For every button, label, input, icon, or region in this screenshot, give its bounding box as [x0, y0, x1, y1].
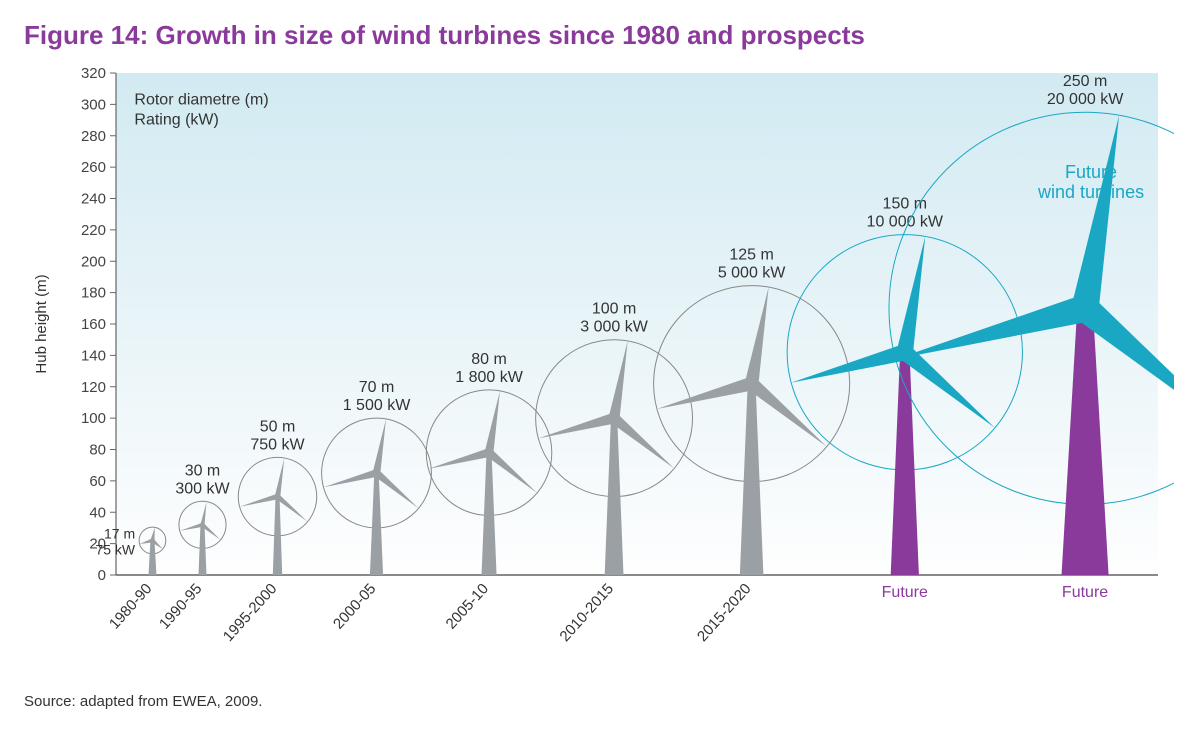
y-tick-label: 320: [81, 65, 106, 82]
turbine-diameter-label: 150 m: [883, 196, 927, 213]
y-tick-label: 220: [81, 222, 106, 239]
turbine-rating-label: 750 kW: [250, 436, 305, 453]
y-tick-label: 280: [81, 128, 106, 145]
y-tick-label: 80: [89, 442, 106, 459]
turbine-diameter-label: 50 m: [260, 418, 296, 435]
turbine-rating-label: 3 000 kW: [580, 319, 648, 336]
turbine-rating-label: 1 500 kW: [343, 397, 411, 414]
y-tick-label: 100: [81, 410, 106, 427]
y-axis-label: Hub height (m): [33, 274, 50, 373]
future-annotation: Future: [1065, 162, 1117, 182]
future-annotation: wind turbines: [1037, 182, 1144, 202]
y-tick-label: 240: [81, 191, 106, 208]
y-tick-label: 0: [98, 567, 106, 584]
turbine-hub: [373, 470, 380, 477]
turbine-rating-label: 5 000 kW: [718, 265, 786, 282]
x-tick-label: Future: [1062, 584, 1108, 601]
turbine-hub: [200, 522, 205, 527]
y-tick-label: 140: [81, 347, 106, 364]
y-tick-label: 60: [89, 473, 106, 490]
x-tick-label: Future: [882, 584, 928, 601]
turbine-hub: [275, 494, 280, 499]
turbine-rating-label: 1 800 kW: [455, 369, 523, 386]
turbine-hub: [150, 538, 155, 543]
turbine-rating-label: 75 kW: [95, 541, 135, 557]
turbine-diameter-label: 80 m: [471, 351, 507, 368]
turbine-diameter-label: 70 m: [359, 379, 395, 396]
turbine-diameter-label: 250 m: [1063, 73, 1107, 90]
turbine-hub: [609, 413, 618, 422]
turbine-hub: [746, 378, 758, 390]
x-tick-label: 1990-95: [156, 580, 205, 632]
y-tick-label: 260: [81, 159, 106, 176]
turbine-diameter-label: 125 m: [729, 247, 773, 264]
turbine-rating-label: 300 kW: [175, 480, 230, 497]
turbine-hub: [485, 449, 493, 457]
figure-source: Source: adapted from EWEA, 2009.: [24, 693, 1176, 710]
turbine-rating-label: 20 000 kW: [1047, 91, 1124, 108]
y-tick-label: 120: [81, 379, 106, 396]
svg-text:Rotor diametre (m): Rotor diametre (m): [134, 91, 268, 108]
turbine-diameter-label: 30 m: [185, 462, 221, 479]
chart-area: 0204060801001201401601802002202402602803…: [24, 65, 1174, 675]
x-tick-label: 2010-2015: [556, 580, 617, 645]
turbine-hub: [1073, 297, 1097, 321]
y-tick-label: 200: [81, 253, 106, 270]
x-tick-label: 1980-90: [106, 580, 155, 632]
y-tick-label: 300: [81, 96, 106, 113]
x-tick-label: 1995-2000: [220, 580, 281, 645]
x-tick-label: 2005-10: [443, 580, 492, 632]
turbine-rating-label: 10 000 kW: [867, 214, 944, 231]
x-tick-label: 2000-05: [330, 580, 379, 632]
y-tick-label: 180: [81, 285, 106, 302]
turbine-diameter-label: 17 m: [104, 525, 135, 541]
y-tick-label: 160: [81, 316, 106, 333]
x-tick-label: 2015-2020: [694, 580, 755, 645]
turbine-diameter-label: 100 m: [592, 301, 636, 318]
figure-title: Figure 14: Growth in size of wind turbin…: [24, 20, 1176, 51]
y-tick-label: 40: [89, 504, 106, 521]
svg-text:Rating (kW): Rating (kW): [134, 111, 218, 128]
